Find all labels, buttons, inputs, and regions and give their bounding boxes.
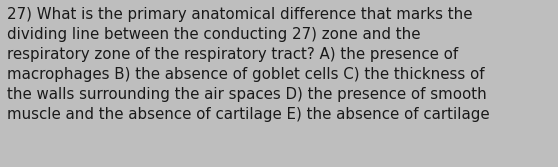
Text: 27) What is the primary anatomical difference that marks the
dividing line betwe: 27) What is the primary anatomical diffe… bbox=[7, 7, 489, 122]
